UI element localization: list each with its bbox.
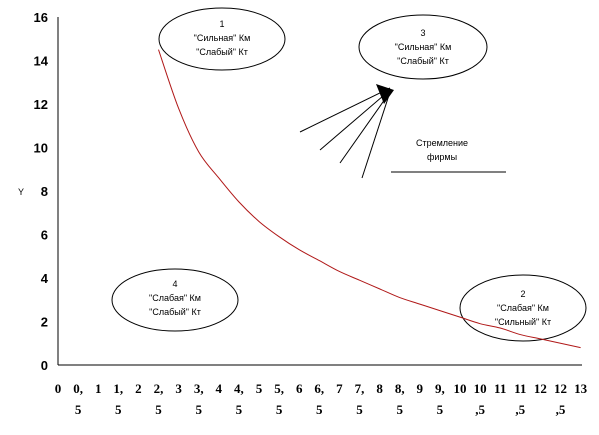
x-tick-label: 5	[115, 402, 122, 417]
arrow-line-1	[299, 87, 391, 133]
svg-text:Стремление: Стремление	[416, 138, 468, 148]
y-tick-label: 2	[41, 315, 48, 330]
x-tick-label: ,5	[475, 402, 485, 417]
zone-2-ellipse	[459, 274, 587, 342]
aspiration-arrows	[299, 87, 391, 179]
svg-text:"Слабый" Кт: "Слабый" Кт	[196, 47, 248, 57]
x-tick-label: 2	[135, 381, 142, 396]
x-tick-label: 2,	[154, 381, 164, 396]
x-tick-label: 13	[574, 381, 588, 396]
x-tick-label: 5	[356, 402, 363, 417]
y-tick-label: 12	[34, 97, 48, 112]
x-tick-label: 5	[256, 381, 263, 396]
x-tick-label: ,5	[515, 402, 525, 417]
x-tick-label: 1	[95, 381, 102, 396]
x-tick-label: 5	[276, 402, 283, 417]
arrow-line-2	[319, 89, 391, 151]
x-tick-label: 3,	[194, 381, 204, 396]
zone-3-ellipse	[358, 14, 488, 80]
zone-3-label: 3 "Сильная" Км "Слабый" Кт	[395, 28, 452, 66]
svg-text:4: 4	[172, 279, 177, 289]
y-ticks: 0 2 4 6 8 10 12 14 16	[34, 10, 49, 373]
x-tick-label: 5,	[274, 381, 284, 396]
svg-text:3: 3	[420, 28, 425, 38]
svg-text:"Сильная" Км: "Сильная" Км	[194, 33, 251, 43]
y-tick-label: 14	[34, 54, 49, 69]
zone-4-label: 4 "Слабая" Км "Слабый" Кт	[149, 279, 201, 317]
x-tick-label: 0	[55, 381, 62, 396]
x-tick-label: 6,	[314, 381, 324, 396]
x-tick-label: 5	[195, 402, 202, 417]
x-tick-label: 10	[454, 381, 467, 396]
x-tick-label: 5	[316, 402, 323, 417]
x-tick-label: 5	[396, 402, 403, 417]
x-tick-label: 8,	[395, 381, 405, 396]
x-tick-label: 12	[534, 381, 547, 396]
x-tick-label: 11	[514, 381, 526, 396]
x-tick-label: 5	[155, 402, 162, 417]
y-tick-label: 10	[34, 141, 48, 156]
x-tick-label: 9	[417, 381, 424, 396]
x-tick-label: ,5	[556, 402, 566, 417]
x-tick-label: 4	[216, 381, 223, 396]
x-tick-label: 7	[336, 381, 343, 396]
y-tick-label: 8	[41, 184, 48, 199]
zone-4-ellipse	[111, 268, 239, 332]
x-tick-label: 4,	[234, 381, 244, 396]
x-tick-label: 1,	[113, 381, 123, 396]
y-tick-label: 6	[41, 228, 48, 243]
svg-text:"Слабая" Км: "Слабая" Км	[497, 303, 549, 313]
y-tick-label: 4	[41, 271, 49, 286]
series-line	[158, 49, 581, 349]
x-tick-label: 5	[437, 402, 444, 417]
svg-text:"Слабая" Км: "Слабая" Км	[149, 293, 201, 303]
svg-text:1: 1	[219, 19, 224, 29]
zone-2-label: 2 "Слабая" Км "Сильный" Кт	[495, 289, 551, 327]
x-tick-label: 5	[236, 402, 243, 417]
x-tick-label: 7,	[355, 381, 365, 396]
x-tick-label: 11	[494, 381, 506, 396]
y-tick-label: 16	[34, 10, 48, 25]
arrow-line-3	[339, 91, 391, 164]
svg-text:"Слабый" Кт: "Слабый" Кт	[397, 56, 449, 66]
y-tick-label: 0	[41, 358, 48, 373]
x-tick-label: 0,	[73, 381, 83, 396]
firm-aspiration-label: Стремление фирмы	[416, 138, 468, 162]
x-tick-label: 3	[175, 381, 182, 396]
svg-text:"Слабый" Кт: "Слабый" Кт	[149, 307, 201, 317]
zone-1-label: 1 "Сильная" Км "Слабый" Кт	[194, 19, 251, 57]
svg-text:"Сильный" Кт: "Сильный" Кт	[495, 317, 551, 327]
x-ticks: 0 0,51 1,52 2,53 3,54 4,55 5,56 6,57 7,58 8,59 9,5…	[55, 381, 588, 417]
svg-text:"Сильная" Км: "Сильная" Км	[395, 42, 452, 52]
y-axis-label: Y	[18, 187, 24, 197]
x-tick-label: 8	[376, 381, 383, 396]
arrow-line-4	[361, 91, 391, 179]
svg-text:2: 2	[520, 289, 525, 299]
zone-1-ellipse	[158, 7, 286, 71]
x-tick-label: 6	[296, 381, 303, 396]
x-tick-label: 5	[75, 402, 82, 417]
x-tick-label: 9,	[435, 381, 445, 396]
svg-text:фирмы: фирмы	[427, 152, 457, 162]
x-tick-label: 10	[474, 381, 487, 396]
arrowhead-icon	[376, 84, 394, 104]
x-tick-label: 12	[554, 381, 567, 396]
